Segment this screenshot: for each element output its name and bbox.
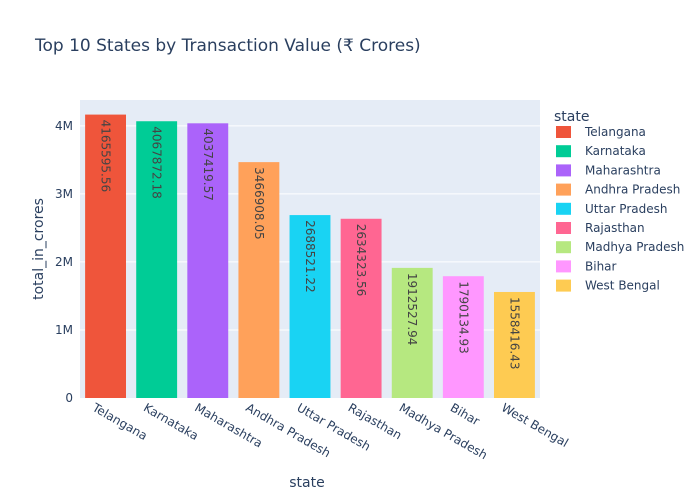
legend-item[interactable]: Rajasthan — [556, 221, 645, 235]
legend-label: Maharashtra — [585, 163, 661, 177]
legend-item[interactable]: Bihar — [556, 259, 617, 273]
legend-item[interactable]: Maharashtra — [556, 163, 661, 177]
legend-item[interactable]: Andhra Pradesh — [556, 183, 680, 197]
x-tick-label: West Bengal — [499, 400, 571, 450]
bar-value-label: 3466908.05 — [252, 167, 266, 240]
legend-swatch — [556, 241, 571, 254]
legend-item[interactable]: Madhya Pradesh — [556, 240, 684, 254]
bars — [85, 114, 535, 399]
legend-swatch — [556, 126, 571, 138]
bar[interactable] — [85, 114, 126, 398]
x-tick-label: Madhya Pradesh — [397, 400, 490, 462]
legend-label: Rajasthan — [585, 221, 645, 235]
legend-item[interactable]: West Bengal — [556, 279, 660, 293]
legend-items: Telangana Karnataka Maharashtra Andhra Prad… — [556, 125, 684, 293]
legend-item[interactable]: Karnataka — [556, 144, 646, 158]
chart-title: Top 10 States by Transaction Value (₹ Cr… — [34, 36, 421, 56]
y-tick-label: 4M — [55, 119, 73, 133]
legend-label: Uttar Pradesh — [585, 202, 667, 216]
bar[interactable] — [136, 121, 178, 399]
legend-label: Bihar — [585, 259, 617, 273]
bar-value-label: 1558416.43 — [507, 297, 521, 370]
x-axis-title: state — [289, 475, 324, 491]
legend-swatch — [556, 279, 571, 292]
bar[interactable] — [340, 218, 382, 398]
legend-swatch — [556, 145, 571, 158]
y-tick-label: 0 — [65, 391, 73, 405]
bar[interactable] — [494, 291, 535, 398]
legend-swatch — [556, 202, 571, 215]
bar-value-label: 4037419.57 — [201, 128, 215, 201]
y-tick-label: 1M — [55, 323, 73, 337]
legend-label: Madhya Pradesh — [585, 240, 684, 254]
legend-label: Telangana — [584, 125, 646, 139]
legend-swatch — [556, 222, 571, 234]
bar[interactable] — [289, 215, 331, 398]
legend-label: Andhra Pradesh — [585, 183, 680, 197]
bar-value-label: 1912527.94 — [405, 273, 419, 346]
bar[interactable] — [391, 267, 433, 398]
legend-item[interactable]: Uttar Pradesh — [556, 202, 667, 216]
y-tick-label: 2M — [55, 255, 73, 269]
y-tick-label: 3M — [55, 187, 73, 201]
bar-value-label: 2634323.56 — [354, 224, 368, 297]
x-tick-label: Telangana — [89, 400, 150, 443]
bar-value-label: 1790134.93 — [456, 281, 470, 354]
legend-label: Karnataka — [585, 144, 646, 158]
y-axis-ticks: 0 1M 2M 3M 4M — [55, 119, 73, 405]
data-labels: 4165595.56 4067872.18 4037419.57 3466908.05… — [99, 120, 522, 370]
legend-swatch — [556, 183, 571, 196]
y-axis-title: total_in_crores — [31, 198, 47, 300]
bar[interactable] — [238, 162, 280, 398]
bar[interactable] — [187, 123, 229, 398]
bar-value-label: 2688521.22 — [303, 220, 317, 293]
x-tick-label: Bihar — [448, 400, 482, 428]
bar-value-label: 4165595.56 — [99, 120, 113, 193]
legend-title: state — [554, 109, 589, 125]
x-tick-label: Andhra Pradesh — [243, 400, 333, 460]
legend-item[interactable]: Telangana — [556, 125, 646, 139]
bar-value-label: 4067872.18 — [150, 126, 164, 199]
legend-label: West Bengal — [585, 279, 660, 293]
x-tick-label: Karnataka — [141, 400, 201, 443]
legend-swatch — [556, 164, 571, 177]
legend-swatch — [556, 260, 571, 273]
legend: state Telangana Karnataka Maharashtra Andhr… — [554, 109, 684, 293]
bar[interactable] — [442, 276, 484, 398]
